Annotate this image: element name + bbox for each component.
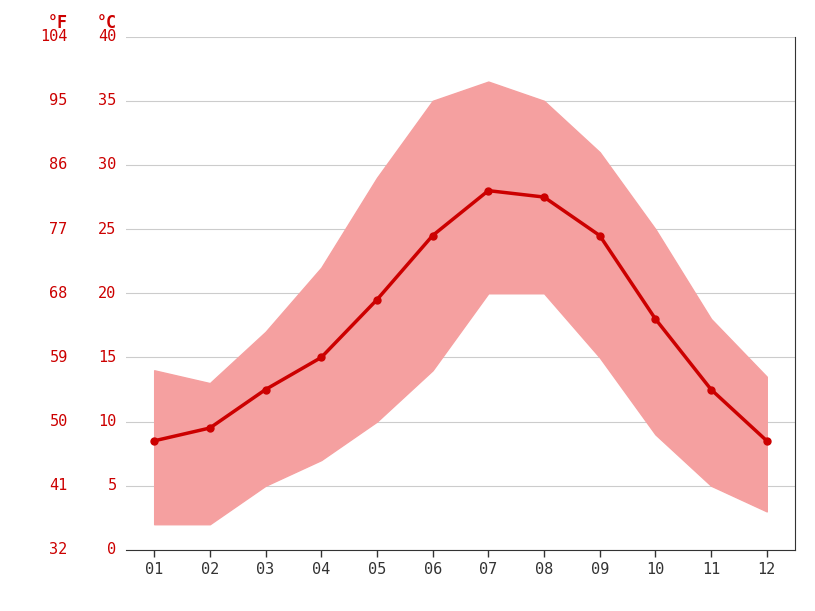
Text: °F: °F — [47, 14, 68, 32]
Text: 20: 20 — [99, 286, 117, 301]
Text: 35: 35 — [99, 93, 117, 108]
Text: 68: 68 — [50, 286, 68, 301]
Text: 10: 10 — [99, 414, 117, 429]
Text: 25: 25 — [99, 222, 117, 236]
Text: °C: °C — [96, 14, 117, 32]
Text: 0: 0 — [108, 543, 117, 557]
Text: 30: 30 — [99, 158, 117, 172]
Text: 86: 86 — [50, 158, 68, 172]
Text: 50: 50 — [50, 414, 68, 429]
Text: 59: 59 — [50, 350, 68, 365]
Text: 95: 95 — [50, 93, 68, 108]
Text: 41: 41 — [50, 478, 68, 493]
Text: 77: 77 — [50, 222, 68, 236]
Text: 104: 104 — [40, 29, 68, 44]
Text: 15: 15 — [99, 350, 117, 365]
Text: 5: 5 — [108, 478, 117, 493]
Text: 40: 40 — [99, 29, 117, 44]
Text: 32: 32 — [50, 543, 68, 557]
